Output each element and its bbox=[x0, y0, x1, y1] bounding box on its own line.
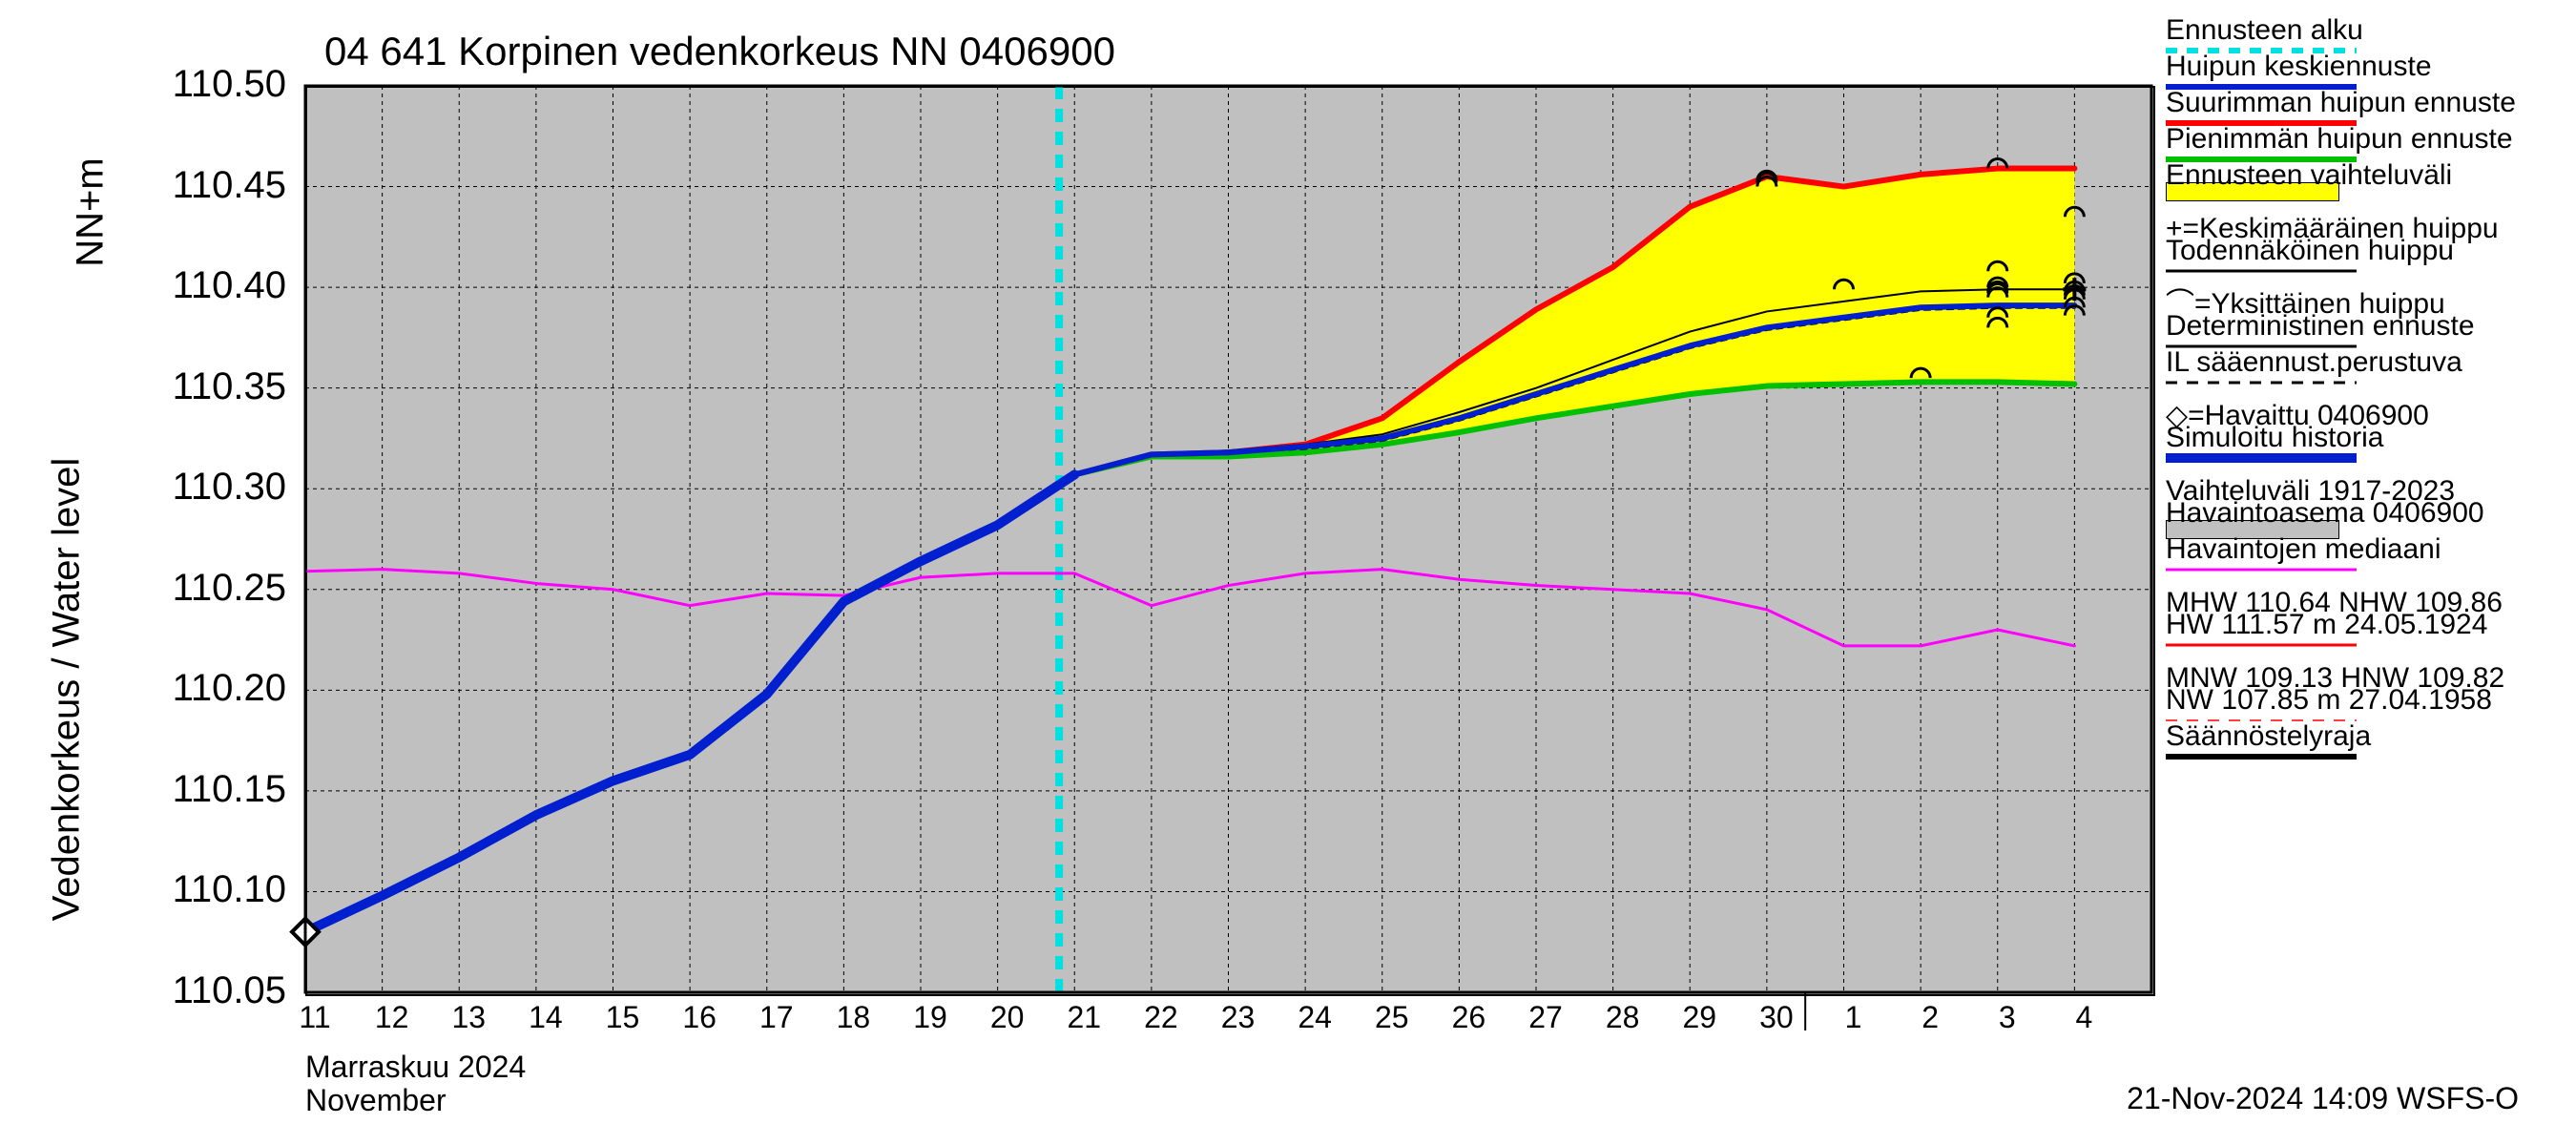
x-tick-label: 29 bbox=[1671, 1000, 1728, 1035]
y-tick-label: 110.50 bbox=[134, 63, 286, 106]
x-tick-label: 11 bbox=[286, 1000, 343, 1035]
chart-container: 04 641 Korpinen vedenkorkeus NN 0406900 … bbox=[0, 0, 2576, 1145]
y-tick-label: 110.05 bbox=[134, 969, 286, 1012]
y-tick-label: 110.40 bbox=[134, 264, 286, 307]
x-tick-label: 25 bbox=[1363, 1000, 1421, 1035]
x-tick-label: 2 bbox=[1901, 1000, 1959, 1035]
legend: Ennusteen alkuHuipun keskiennusteSuurimm… bbox=[2166, 29, 2547, 771]
y-tick-label: 110.15 bbox=[134, 768, 286, 811]
legend-label: Säännöstelyraja bbox=[2166, 718, 2371, 755]
legend-item: HW 111.57 m 24.05.1924 bbox=[2166, 623, 2547, 659]
x-tick-label: 30 bbox=[1748, 1000, 1805, 1035]
legend-item: IL sääennust.perustuva bbox=[2166, 361, 2547, 397]
x-tick-label: 19 bbox=[902, 1000, 959, 1035]
x-tick-label: 4 bbox=[2055, 1000, 2112, 1035]
x-tick-label: 14 bbox=[517, 1000, 574, 1035]
legend-item: Ennusteen vaihteluväli bbox=[2166, 174, 2547, 210]
y-tick-label: 110.35 bbox=[134, 365, 286, 408]
legend-label: Ennusteen alku bbox=[2166, 11, 2363, 49]
y-axis-label-main: Vedenkorkeus / Water level bbox=[46, 451, 89, 928]
y-tick-label: 110.30 bbox=[134, 466, 286, 509]
x-axis-month-en: November bbox=[305, 1083, 447, 1118]
legend-label: Havaintoasema 0406900 bbox=[2166, 494, 2484, 531]
legend-label: Deterministinen ennuste bbox=[2166, 307, 2475, 344]
x-tick-label: 1 bbox=[1825, 1000, 1882, 1035]
x-tick-label: 15 bbox=[594, 1000, 652, 1035]
x-tick-label: 13 bbox=[440, 1000, 497, 1035]
x-tick-label: 12 bbox=[364, 1000, 421, 1035]
footer-timestamp: 21-Nov-2024 14:09 WSFS-O bbox=[2127, 1081, 2519, 1116]
legend-label: Suurimman huipun ennuste bbox=[2166, 84, 2516, 121]
legend-label: Simuloitu historia bbox=[2166, 419, 2383, 456]
x-tick-label: 20 bbox=[979, 1000, 1036, 1035]
y-tick-label: 110.10 bbox=[134, 868, 286, 911]
legend-item: Todennäköinen huippu bbox=[2166, 249, 2547, 285]
y-tick-label: 110.20 bbox=[134, 667, 286, 710]
y-tick-label: 110.45 bbox=[134, 164, 286, 207]
y-axis-label-unit: NN+m bbox=[70, 141, 113, 284]
legend-item: Säännöstelyraja bbox=[2166, 735, 2547, 771]
x-tick-label: 22 bbox=[1132, 1000, 1190, 1035]
legend-item: Havaintojen mediaani bbox=[2166, 548, 2547, 584]
legend-label: Pienimmän huipun ennuste bbox=[2166, 120, 2513, 157]
y-tick-label: 110.25 bbox=[134, 567, 286, 610]
x-tick-label: 26 bbox=[1440, 1000, 1497, 1035]
x-tick-label: 16 bbox=[671, 1000, 728, 1035]
x-tick-label: 21 bbox=[1055, 1000, 1112, 1035]
x-tick-label: 24 bbox=[1286, 1000, 1343, 1035]
legend-label: Havaintojen mediaani bbox=[2166, 531, 2441, 568]
legend-item: Simuloitu historia bbox=[2166, 436, 2547, 472]
legend-label: Ennusteen vaihteluväli bbox=[2166, 156, 2452, 194]
x-tick-label: 3 bbox=[1979, 1000, 2036, 1035]
x-tick-label: 23 bbox=[1210, 1000, 1267, 1035]
legend-label: HW 111.57 m 24.05.1924 bbox=[2166, 606, 2487, 643]
legend-label: Todennäköinen huippu bbox=[2166, 232, 2454, 269]
x-tick-label: 28 bbox=[1594, 1000, 1652, 1035]
legend-label: IL sääennust.perustuva bbox=[2166, 344, 2462, 381]
legend-label: NW 107.85 m 27.04.1958 bbox=[2166, 681, 2492, 718]
legend-label: Huipun keskiennuste bbox=[2166, 48, 2432, 85]
x-tick-label: 17 bbox=[748, 1000, 805, 1035]
x-axis-month-fi: Marraskuu 2024 bbox=[305, 1050, 526, 1085]
x-tick-label: 18 bbox=[824, 1000, 882, 1035]
x-tick-label: 27 bbox=[1517, 1000, 1574, 1035]
